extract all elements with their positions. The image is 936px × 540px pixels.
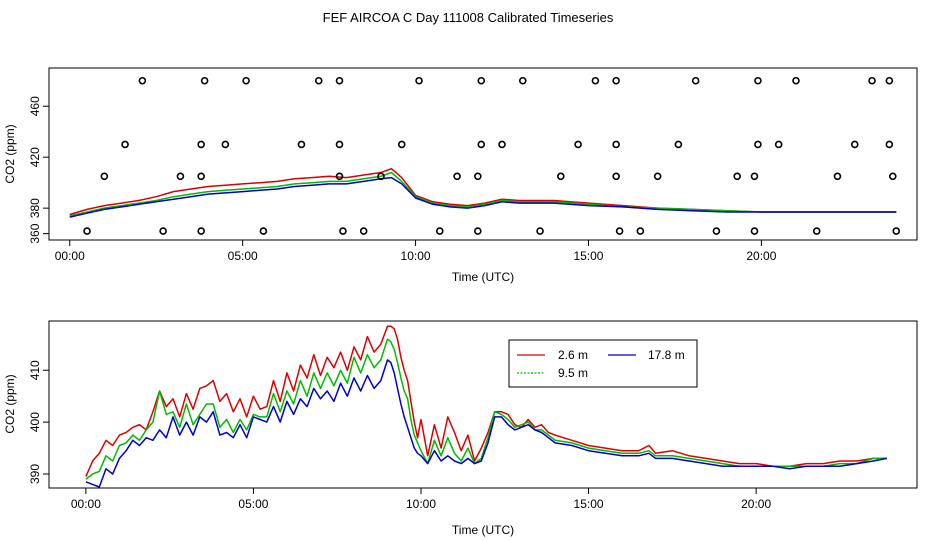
top-marker-point: [518, 76, 527, 85]
top-marker-point: [733, 172, 741, 181]
top-ytick-label: 460: [28, 96, 42, 116]
top-marker-point: [653, 172, 662, 181]
top-marker-point: [691, 76, 700, 85]
top-marker-point: [750, 172, 759, 181]
bottom-ytick-label: 400: [28, 412, 42, 432]
top-marker-point: [574, 140, 582, 149]
top-marker-point: [314, 76, 323, 85]
top-marker-point: [176, 172, 185, 181]
top-marker-point: [557, 172, 565, 181]
legend-box: [508, 339, 698, 388]
bottom-series-9-5-m: [85, 338, 887, 480]
bottom-ytick-label: 390: [28, 464, 42, 484]
top-marker-point: [415, 76, 423, 85]
top-marker-point: [674, 140, 683, 149]
top-marker-point: [359, 227, 368, 235]
top-marker-point: [885, 76, 894, 85]
top-xtick-label: 00:00: [55, 249, 85, 263]
top-marker-point: [435, 227, 444, 235]
top-marker-point: [750, 227, 759, 235]
top-marker-point: [397, 140, 406, 149]
top-marker-point: [812, 227, 821, 235]
top-marker-point: [754, 76, 762, 85]
top-marker-point: [615, 227, 624, 235]
top-marker-point: [636, 227, 645, 235]
top-marker-point: [377, 172, 385, 181]
top-marker-point: [754, 140, 762, 149]
top-chart-ylabel: CO2 (ppm): [3, 124, 17, 183]
top-marker-point: [850, 140, 859, 149]
legend-label-9-5m: 9.5 m: [558, 366, 588, 380]
top-marker-point: [833, 172, 842, 181]
top-marker-point: [612, 172, 620, 181]
top-xtick-label: 10:00: [401, 249, 431, 263]
top-series-9-5-m: [69, 171, 897, 217]
top-ytick-label: 380: [28, 198, 42, 218]
top-chart-xlabel: Time (UTC): [452, 270, 514, 284]
top-xtick-label: 05:00: [228, 249, 258, 263]
legend-label-2-6m: 2.6 m: [558, 348, 588, 362]
top-marker-point: [498, 140, 506, 149]
top-marker-point: [121, 140, 129, 149]
top-marker-point: [339, 227, 347, 235]
bottom-chart-frame: [48, 320, 918, 489]
top-marker-point: [197, 227, 205, 235]
top-marker-point: [712, 227, 721, 235]
top-marker-point: [888, 172, 897, 181]
top-marker-point: [774, 140, 783, 149]
top-marker-point: [335, 172, 344, 181]
top-marker-point: [892, 227, 901, 235]
top-marker-point: [885, 140, 894, 149]
top-marker-point: [197, 140, 205, 149]
top-marker-point: [297, 140, 306, 149]
bottom-chart-xlabel: Time (UTC): [452, 523, 514, 537]
top-marker-point: [792, 76, 800, 85]
bottom-xtick-label: 15:00: [574, 497, 604, 511]
top-marker-point: [221, 140, 230, 149]
top-marker-point: [612, 76, 620, 85]
top-marker-point: [477, 140, 486, 149]
bottom-xtick-label: 20:00: [741, 497, 771, 511]
bottom-chart: 00:00 05:00 10:00 15:00 20:00 390 400 410 Time…: [3, 320, 918, 537]
bottom-xtick-label: 00:00: [71, 497, 101, 511]
figure-title: FEF AIRCOA C Day 111008 Calibrated Times…: [323, 10, 614, 25]
top-marker-point: [259, 227, 268, 235]
top-marker-point: [335, 140, 344, 149]
top-chart-frame: [48, 67, 918, 241]
top-marker-point: [242, 76, 250, 85]
top-marker-point: [536, 227, 544, 235]
legend-label-17-8m: 17.8 m: [648, 348, 685, 362]
top-marker-point: [197, 172, 205, 181]
top-marker-point: [159, 227, 167, 235]
top-chart: 00:00 05:00 10:00 15:00 20:00 360 420 460 380 T…: [3, 67, 918, 284]
bottom-ytick-label: 410: [28, 360, 42, 380]
bottom-chart-ylabel: CO2 (ppm): [3, 374, 17, 433]
top-series-2-6-m: [69, 167, 897, 216]
legend: 2.6 m 17.8 m 9.5 m: [508, 339, 698, 388]
top-marker-point: [591, 76, 600, 85]
top-marker-point: [335, 76, 344, 85]
top-series-17-8-m: [69, 176, 897, 218]
top-ytick-label: 420: [28, 147, 42, 167]
top-marker-point: [477, 76, 486, 85]
top-marker-point: [474, 227, 482, 235]
top-marker-point: [100, 172, 109, 181]
top-marker-point: [868, 76, 876, 85]
bottom-series-17-8-m: [85, 359, 887, 488]
top-marker-point: [474, 172, 482, 181]
bottom-xtick-label: 10:00: [406, 497, 436, 511]
top-ytick-label: 360: [28, 223, 42, 243]
bottom-xtick-label: 05:00: [238, 497, 268, 511]
top-xtick-label: 15:00: [573, 249, 603, 263]
top-marker-point: [612, 140, 620, 149]
bottom-series-2-6-m: [85, 325, 887, 477]
top-marker-point: [200, 76, 209, 85]
top-marker-point: [453, 172, 461, 181]
top-marker-point: [138, 76, 147, 85]
top-xtick-label: 20:00: [746, 249, 776, 263]
top-marker-point: [83, 227, 91, 235]
